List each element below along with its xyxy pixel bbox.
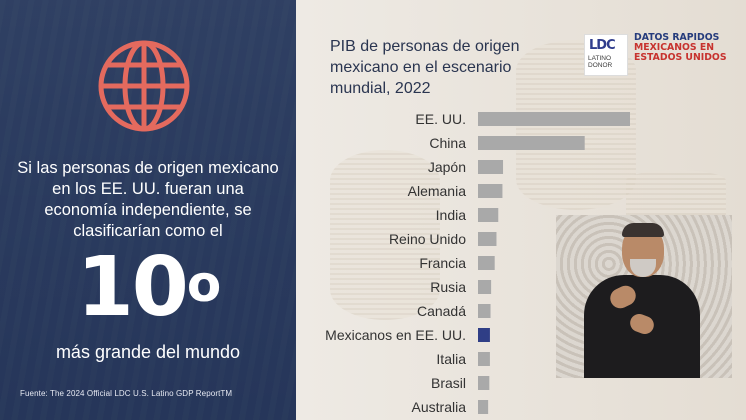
right-panel: PIB de personas de origen mexicano en el… xyxy=(296,0,746,420)
interpreter-hair xyxy=(622,223,664,237)
logo-line-1: LATINO xyxy=(588,55,611,62)
category-label: Japón xyxy=(428,159,466,175)
sign-language-interpreter-video xyxy=(556,215,732,378)
interpreter-beard xyxy=(630,259,656,277)
highlight-bar xyxy=(478,328,490,342)
bar xyxy=(478,376,490,390)
background-coin-stack xyxy=(330,150,440,320)
logo-line-2: DONOR xyxy=(588,62,613,69)
bar-chart: EE. UU. China Japón Alemania India Reino Unid… xyxy=(325,111,630,415)
category-label: Italia xyxy=(436,351,466,367)
category-label: India xyxy=(436,207,467,223)
rank-ordinal: o xyxy=(186,255,221,313)
tag-line-2: MEXICANOS EN ESTADOS UNIDOS xyxy=(634,42,727,63)
rank-digits: 10 xyxy=(76,240,189,335)
category-label: Mexicanos en EE. UU. xyxy=(325,327,466,343)
left-panel: Si las personas de origen mexicano en lo… xyxy=(0,0,296,420)
bar xyxy=(478,352,490,366)
category-label: China xyxy=(429,135,466,151)
logo-mark: LDC xyxy=(589,38,616,53)
category-label: Brasil xyxy=(431,375,466,391)
bar xyxy=(478,280,492,294)
category-label: Canadá xyxy=(417,303,466,319)
bar xyxy=(478,208,499,222)
bar xyxy=(478,304,491,318)
category-label: Australia xyxy=(412,399,467,415)
statement-text: Si las personas de origen mexicano en lo… xyxy=(17,159,279,240)
bar xyxy=(478,256,495,270)
tag-line-1: DATOS RAPIDOS xyxy=(634,32,720,43)
category-label: Rusia xyxy=(430,279,466,295)
series-tag: DATOS RAPIDOS MEXICANOS EN ESTADOS UNIDO… xyxy=(634,33,744,63)
category-label: Alemania xyxy=(408,183,467,199)
background-overlay xyxy=(0,0,296,420)
bar xyxy=(478,400,489,414)
ldc-logo: LDC LATINO DONOR xyxy=(584,34,628,76)
tagline-text: más grande del mundo xyxy=(55,342,241,362)
bar xyxy=(478,112,630,126)
bar xyxy=(478,184,503,198)
source-note: Fuente: The 2024 Official LDC U.S. Latin… xyxy=(20,389,233,398)
rank-number: 10o xyxy=(0,240,296,336)
chart-title: PIB de personas de origen mexicano en el… xyxy=(330,38,520,97)
category-label: Reino Unido xyxy=(389,231,466,247)
bar xyxy=(478,160,504,174)
category-label: EE. UU. xyxy=(415,111,466,127)
globe-icon xyxy=(98,40,190,132)
bar xyxy=(478,136,585,150)
category-label: Francia xyxy=(419,255,466,271)
bar xyxy=(478,232,497,246)
